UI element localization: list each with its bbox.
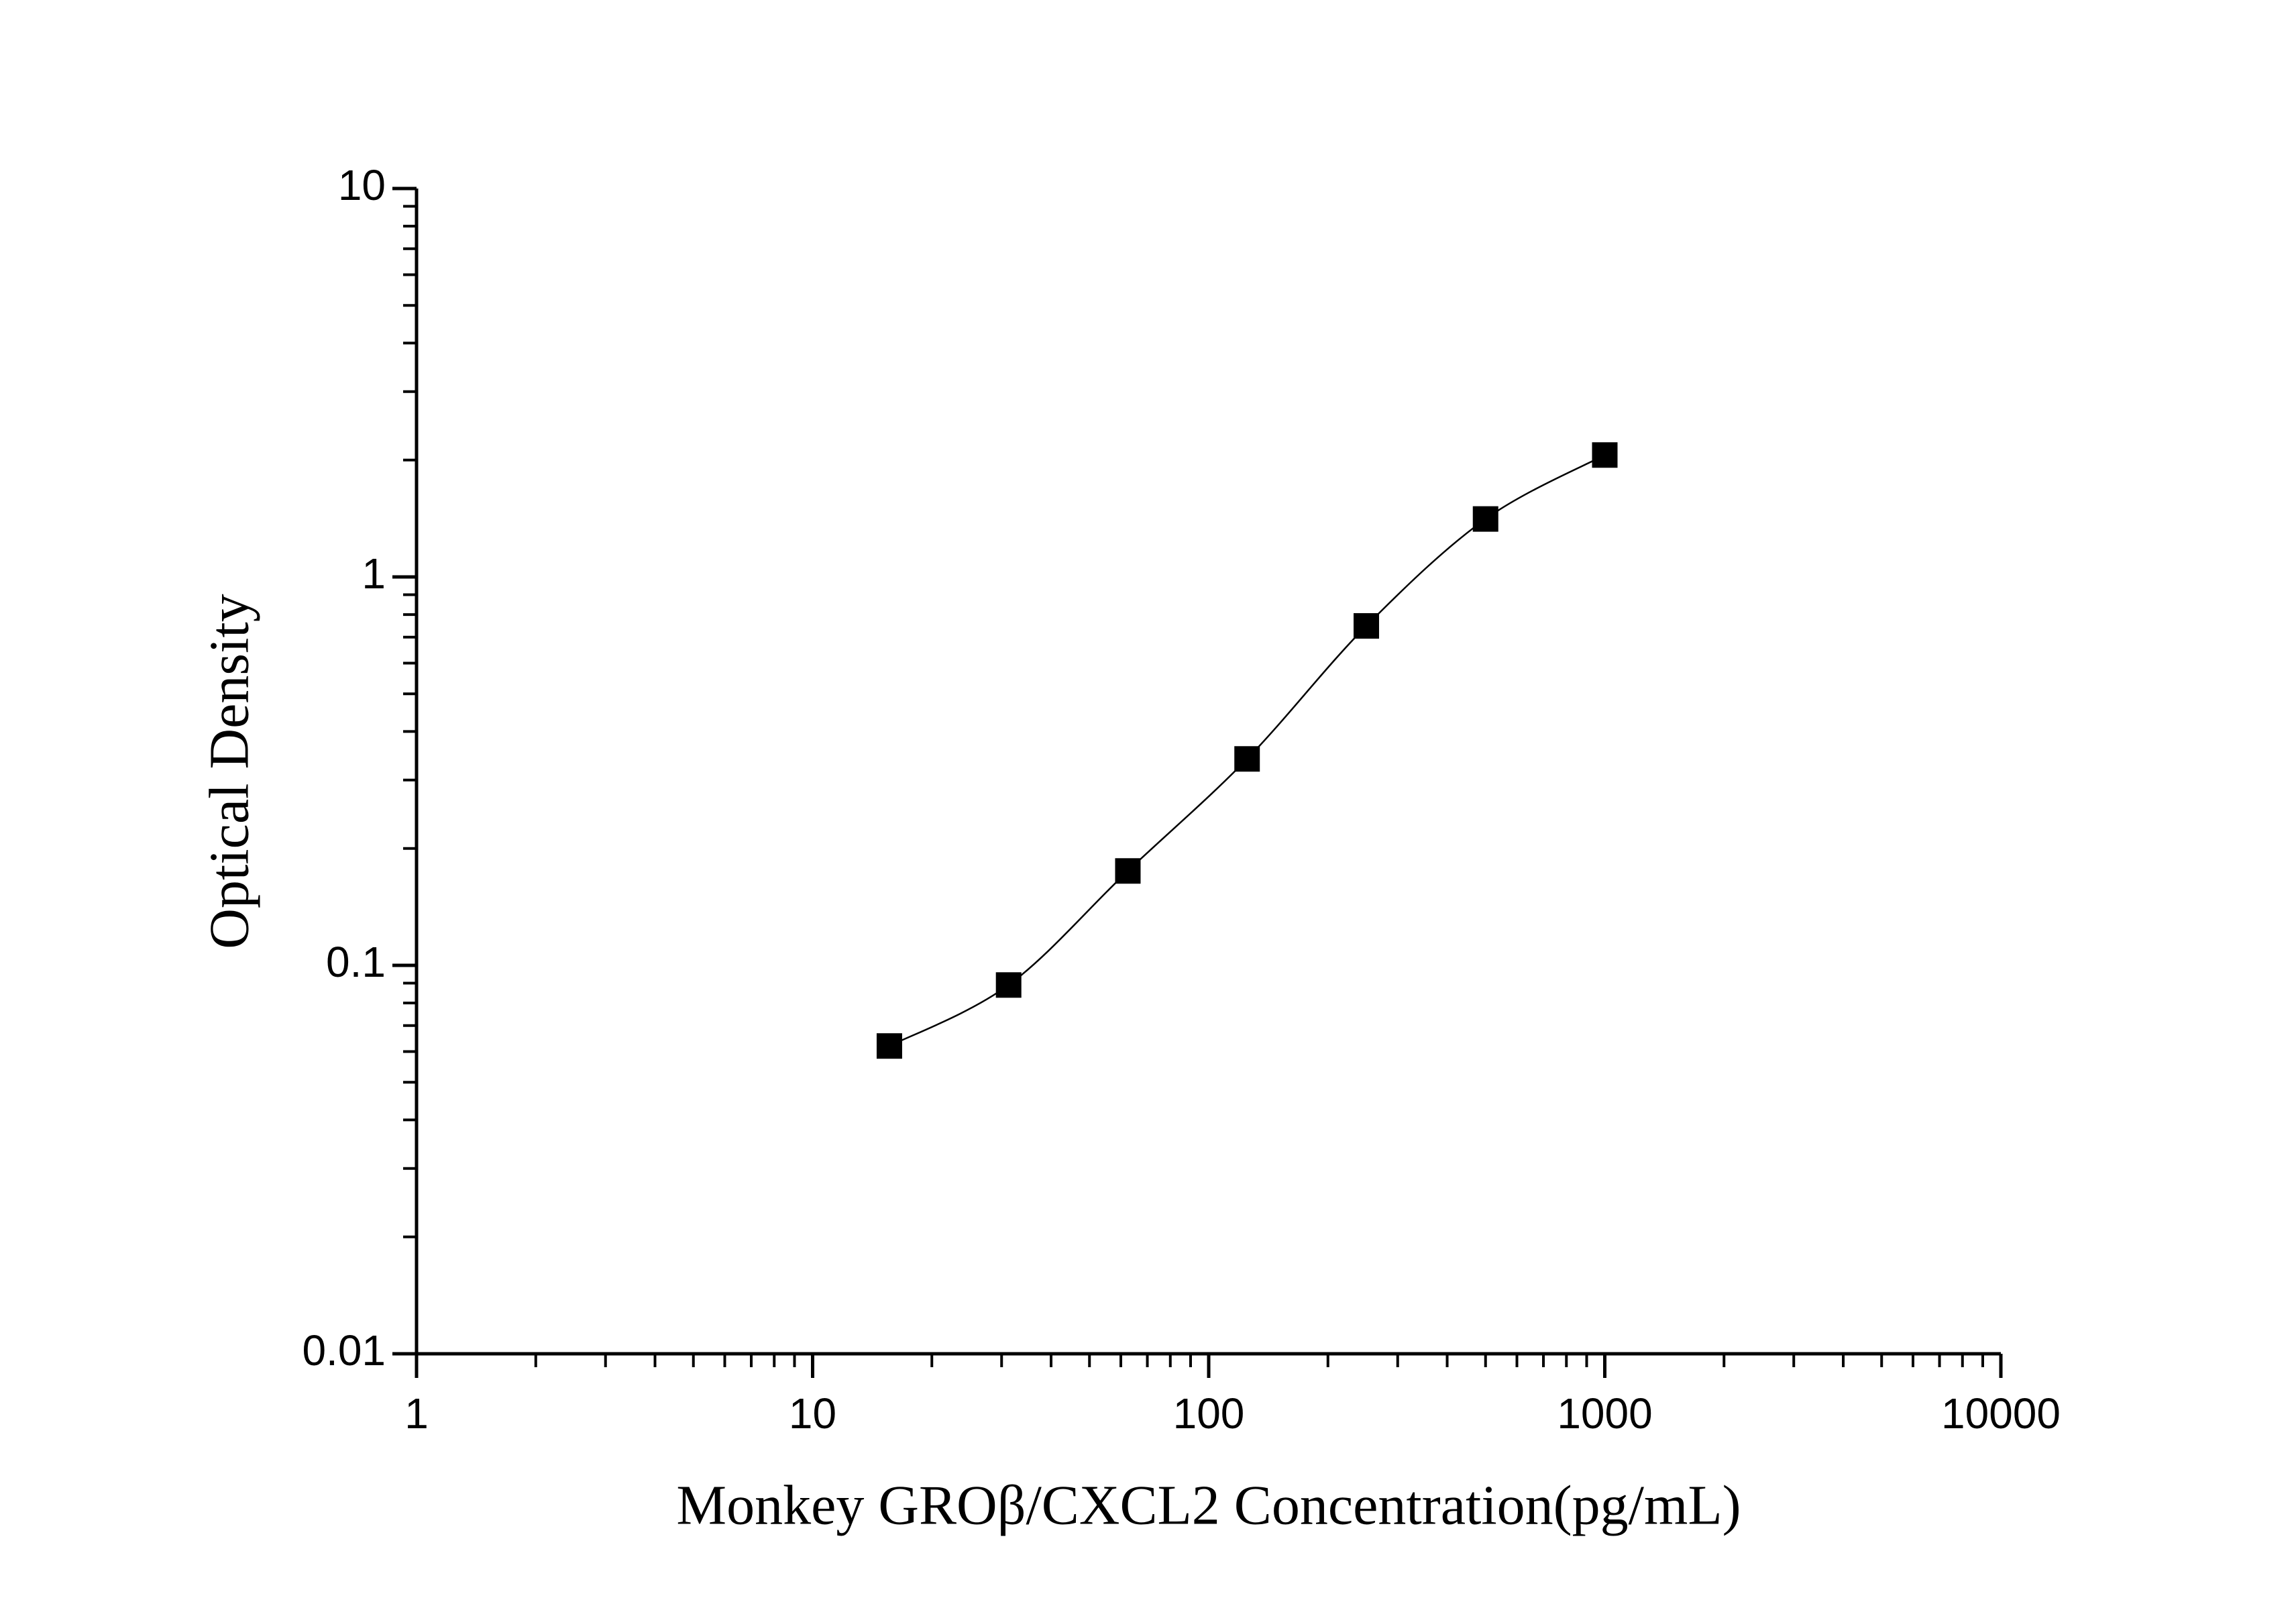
x-tick-label: 1 bbox=[404, 1389, 429, 1438]
x-tick-label: 100 bbox=[1173, 1389, 1245, 1438]
x-tick-label: 10 bbox=[789, 1389, 836, 1438]
data-point bbox=[876, 1033, 902, 1059]
y-axis-title: Optical Density bbox=[198, 594, 260, 949]
y-tick-label: 1 bbox=[362, 549, 386, 598]
data-point bbox=[1353, 613, 1379, 639]
y-tick-label: 0.01 bbox=[302, 1326, 386, 1375]
x-axis-title: Monkey GROβ/CXCL2 Concentration(pg/mL) bbox=[676, 1474, 1741, 1536]
data-point bbox=[1592, 442, 1618, 468]
y-tick-label: 0.1 bbox=[326, 938, 386, 986]
data-point bbox=[1234, 746, 1260, 772]
y-tick-label: 10 bbox=[338, 161, 386, 209]
x-tick-label: 10000 bbox=[1941, 1389, 2061, 1438]
data-point bbox=[995, 972, 1022, 998]
data-point bbox=[1472, 506, 1498, 532]
data-point bbox=[1115, 858, 1141, 884]
x-tick-label: 1000 bbox=[1557, 1389, 1652, 1438]
